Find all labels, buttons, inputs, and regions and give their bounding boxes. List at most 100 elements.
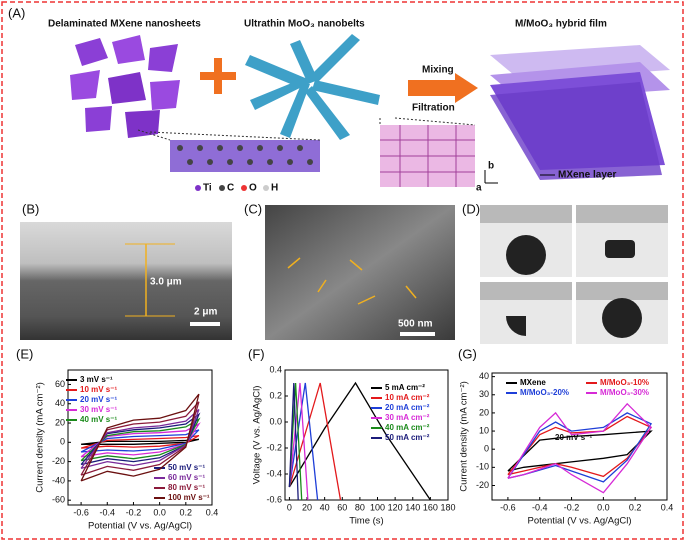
x-tick-label: 160 [423, 502, 438, 512]
step-label: Filtration [412, 103, 455, 114]
y-tick-label: -20 [476, 480, 489, 490]
plot-frame [491, 372, 668, 501]
layer-label: MXene layer [558, 170, 616, 181]
legend-label: 20 mA cm⁻² [385, 403, 430, 412]
x-axis-label: Potential (V vs. Ag/AgCl) [527, 516, 631, 527]
annotation: 20 mV s⁻¹ [555, 433, 592, 442]
y-tick-label: -0.2 [266, 442, 282, 452]
y-tick-label: -0.4 [266, 468, 282, 478]
y-tick-label: 20 [55, 417, 65, 427]
legend-label: M/MoO₃-30% [600, 388, 649, 397]
y-tick-label: 20 [479, 407, 489, 417]
y-axis-label: Current density (mA cm⁻²) [35, 382, 46, 493]
atom-label: H [271, 183, 278, 194]
y-tick-label: 0.2 [269, 390, 282, 400]
x-tick-label: -0.6 [73, 507, 89, 517]
x-tick-label: 140 [405, 502, 420, 512]
y-tick-label: 0.4 [269, 364, 282, 374]
legend-label: 50 mV s⁻¹ [168, 463, 205, 472]
y-axis-label: Current density (mA cm⁻²) [459, 381, 470, 492]
y-tick-label: -0.6 [266, 494, 282, 504]
panel-label: (F) [248, 346, 265, 361]
x-tick-label: 0.0 [153, 507, 166, 517]
curve [288, 382, 319, 501]
x-tick-label: 0 [287, 502, 292, 512]
y-axis-label: Voltage (V vs. Ag/AgCl) [252, 386, 263, 485]
curve [507, 412, 653, 483]
y-tick-label: -60 [52, 495, 65, 505]
x-tick-label: -0.6 [500, 502, 516, 512]
scale-bar [400, 332, 435, 336]
curve [81, 438, 200, 445]
sem-image [20, 222, 232, 340]
curve [288, 381, 431, 501]
sem-image [265, 205, 455, 340]
curve [80, 401, 200, 476]
step-label: Mixing [422, 65, 454, 76]
arrows [287, 257, 417, 305]
y-tick-label: -40 [52, 475, 65, 485]
y-tick-label: 30 [479, 389, 489, 399]
y-tick-label: 40 [55, 398, 65, 408]
photos [480, 205, 668, 344]
schematic [70, 34, 670, 191]
curve [80, 393, 200, 482]
atom-label: C [227, 183, 234, 194]
legend-label: 40 mA cm⁻² [385, 423, 430, 432]
panel-label: (C) [244, 201, 262, 216]
x-axis-label: Potential (V vs. Ag/AgCl) [88, 521, 192, 532]
legend-label: 40 mV s⁻¹ [80, 415, 117, 424]
y-tick-label: 0 [60, 437, 65, 447]
legend-label: 100 mV s⁻¹ [168, 493, 210, 502]
axis-label: a [476, 183, 482, 194]
legend-label: 30 mV s⁻¹ [80, 405, 117, 414]
legend-label: 10 mA cm⁻² [385, 393, 430, 402]
curve [80, 429, 200, 453]
legend-label: M/MoO₃-20% [520, 388, 569, 397]
axis-label: b [488, 161, 494, 172]
legend-label: 20 mV s⁻¹ [80, 395, 117, 404]
curve [80, 434, 200, 449]
legend-label: M/MoO₃-10% [600, 378, 649, 387]
curve [288, 382, 309, 501]
x-tick-label: 80 [355, 502, 365, 512]
plot-frame [67, 369, 213, 506]
legend-label: 60 mV s⁻¹ [168, 473, 205, 482]
x-tick-label: 0.2 [629, 502, 642, 512]
curve [507, 402, 652, 494]
plot-frame [284, 369, 449, 501]
curve [80, 409, 200, 470]
x-tick-label: 0.4 [206, 507, 219, 517]
scale-label: 2 μm [194, 307, 217, 318]
x-tick-label: -0.2 [126, 507, 142, 517]
panel-label: (G) [458, 346, 477, 361]
curve [80, 422, 201, 458]
x-tick-label: 0.0 [597, 502, 610, 512]
legend-label: 3 mV s⁻¹ [80, 375, 113, 384]
y-tick-label: 10 [479, 425, 489, 435]
panel-label: (A) [8, 5, 25, 20]
x-tick-label: 20 [302, 502, 312, 512]
x-tick-label: 0.4 [661, 502, 674, 512]
caption: M/MoO₃ hybrid film [515, 19, 607, 30]
x-tick-label: -0.4 [100, 507, 116, 517]
curve [80, 417, 201, 462]
x-tick-label: -0.4 [532, 502, 548, 512]
legend-label: 5 mA cm⁻² [385, 383, 425, 392]
x-axis-label: Time (s) [349, 516, 383, 527]
y-tick-label: 60 [55, 379, 65, 389]
y-tick-label: 0 [484, 444, 489, 454]
x-tick-label: 120 [388, 502, 403, 512]
y-tick-label: 40 [479, 371, 489, 381]
atom-label: O [249, 183, 257, 194]
y-tick-label: -20 [52, 456, 65, 466]
legend-label: MXene [520, 378, 546, 387]
panel-label: (E) [16, 346, 33, 361]
thickness-label: 3.0 μm [150, 277, 182, 288]
y-tick-label: -10 [476, 462, 489, 472]
curve [288, 382, 299, 501]
x-tick-label: -0.2 [564, 502, 580, 512]
scale-label: 500 nm [398, 319, 433, 330]
